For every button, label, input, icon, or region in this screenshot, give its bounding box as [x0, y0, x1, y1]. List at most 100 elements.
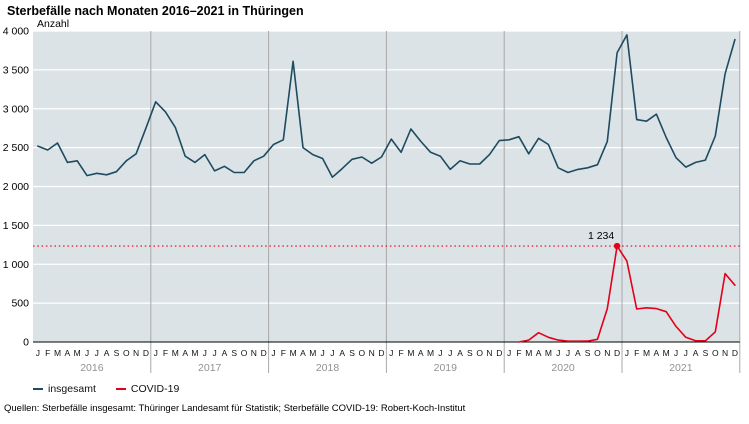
month-tick-label: D: [261, 348, 267, 358]
month-tick-label: A: [693, 348, 699, 358]
month-tick-label: A: [339, 348, 345, 358]
y-tick-label: 3 500: [3, 64, 29, 76]
month-tick-label: M: [309, 348, 316, 358]
year-label: 2017: [198, 362, 222, 374]
month-tick-label: A: [457, 348, 463, 358]
month-tick-label: O: [712, 348, 719, 358]
month-tick-label: A: [222, 348, 228, 358]
month-tick-label: S: [585, 348, 591, 358]
month-tick-label: M: [545, 348, 552, 358]
month-tick-label: O: [359, 348, 366, 358]
month-tick-label: M: [643, 348, 650, 358]
month-tick-label: D: [143, 348, 149, 358]
peak-annotation: 1 234: [588, 230, 614, 242]
month-tick-label: J: [85, 348, 89, 358]
month-tick-label: M: [663, 348, 670, 358]
month-tick-label: J: [507, 348, 511, 358]
month-tick-label: O: [594, 348, 601, 358]
month-tick-label: N: [486, 348, 492, 358]
month-tick-label: J: [448, 348, 452, 358]
month-tick-label: M: [525, 348, 532, 358]
month-tick-label: S: [231, 348, 237, 358]
month-tick-label: A: [300, 348, 306, 358]
month-tick-label: A: [654, 348, 660, 358]
month-tick-label: D: [732, 348, 738, 358]
y-tick-label: 1 000: [3, 259, 29, 271]
month-tick-label: J: [203, 348, 207, 358]
month-tick-label: J: [556, 348, 560, 358]
month-tick-label: O: [476, 348, 483, 358]
covid-line: [518, 245, 736, 343]
month-tick-label: S: [349, 348, 355, 358]
y-tick-label: 2 000: [3, 181, 29, 193]
month-tick-label: J: [438, 348, 442, 358]
covid-swatch-icon: [115, 388, 126, 390]
legend-item-covid: COVID-19: [115, 383, 180, 395]
month-tick-label: J: [95, 348, 99, 358]
insgesamt-line: [37, 34, 736, 178]
month-tick-label: J: [212, 348, 216, 358]
legend-label-insgesamt: insgesamt: [48, 383, 96, 395]
month-tick-label: M: [290, 348, 297, 358]
month-tick-label: F: [634, 348, 639, 358]
year-label: 2020: [551, 362, 575, 374]
peak-marker-dot: [613, 242, 621, 250]
month-tick-label: N: [722, 348, 728, 358]
month-tick-label: F: [516, 348, 521, 358]
month-tick-label: A: [575, 348, 581, 358]
month-tick-label: J: [625, 348, 629, 358]
month-tick-label: M: [54, 348, 61, 358]
y-axis-unit-label: Anzahl: [37, 18, 70, 30]
legend-label-covid: COVID-19: [130, 383, 180, 395]
month-tick-label: A: [104, 348, 110, 358]
month-tick-label: A: [182, 348, 188, 358]
month-tick-label: D: [378, 348, 384, 358]
month-tick-label: S: [114, 348, 120, 358]
month-tick-label: O: [241, 348, 248, 358]
month-tick-label: J: [674, 348, 678, 358]
month-tick-label: S: [467, 348, 473, 358]
month-tick-label: N: [133, 348, 139, 358]
month-tick-label: N: [251, 348, 257, 358]
y-tick-label: 1 500: [3, 220, 29, 232]
month-tick-label: J: [320, 348, 324, 358]
month-tick-label: O: [123, 348, 130, 358]
month-tick-label: F: [45, 348, 50, 358]
month-tick-label: M: [427, 348, 434, 358]
month-tick-label: M: [407, 348, 414, 358]
month-tick-label: F: [281, 348, 286, 358]
month-tick-label: A: [418, 348, 424, 358]
y-tick-label: 500: [11, 298, 29, 310]
year-label: 2016: [80, 362, 104, 374]
month-tick-label: A: [65, 348, 71, 358]
month-tick-label: N: [604, 348, 610, 358]
month-tick-label: J: [684, 348, 688, 358]
month-tick-label: M: [74, 348, 81, 358]
month-tick-label: M: [191, 348, 198, 358]
month-tick-label: J: [566, 348, 570, 358]
page-title: Sterbefälle nach Monaten 2016–2021 in Th…: [7, 4, 304, 18]
year-label: 2018: [316, 362, 340, 374]
legend-item-insgesamt: insgesamt: [33, 383, 96, 395]
month-tick-label: J: [154, 348, 158, 358]
month-tick-label: D: [496, 348, 502, 358]
month-tick-label: J: [271, 348, 275, 358]
y-tick-label: 3 000: [3, 103, 29, 115]
month-tick-label: A: [536, 348, 542, 358]
month-tick-label: D: [614, 348, 620, 358]
month-tick-label: S: [703, 348, 709, 358]
y-tick-label: 4 000: [3, 26, 29, 38]
y-tick-label: 2 500: [3, 142, 29, 154]
year-label: 2021: [669, 362, 693, 374]
month-tick-label: F: [399, 348, 404, 358]
month-tick-label: N: [369, 348, 375, 358]
source-note: Quellen: Sterbefälle insgesamt: Thüringe…: [4, 403, 466, 414]
chart-legend: insgesamt COVID-19: [33, 383, 179, 395]
month-tick-label: F: [163, 348, 168, 358]
year-label: 2019: [434, 362, 458, 374]
month-tick-label: J: [36, 348, 40, 358]
insgesamt-swatch-icon: [33, 388, 43, 390]
month-tick-label: J: [389, 348, 393, 358]
